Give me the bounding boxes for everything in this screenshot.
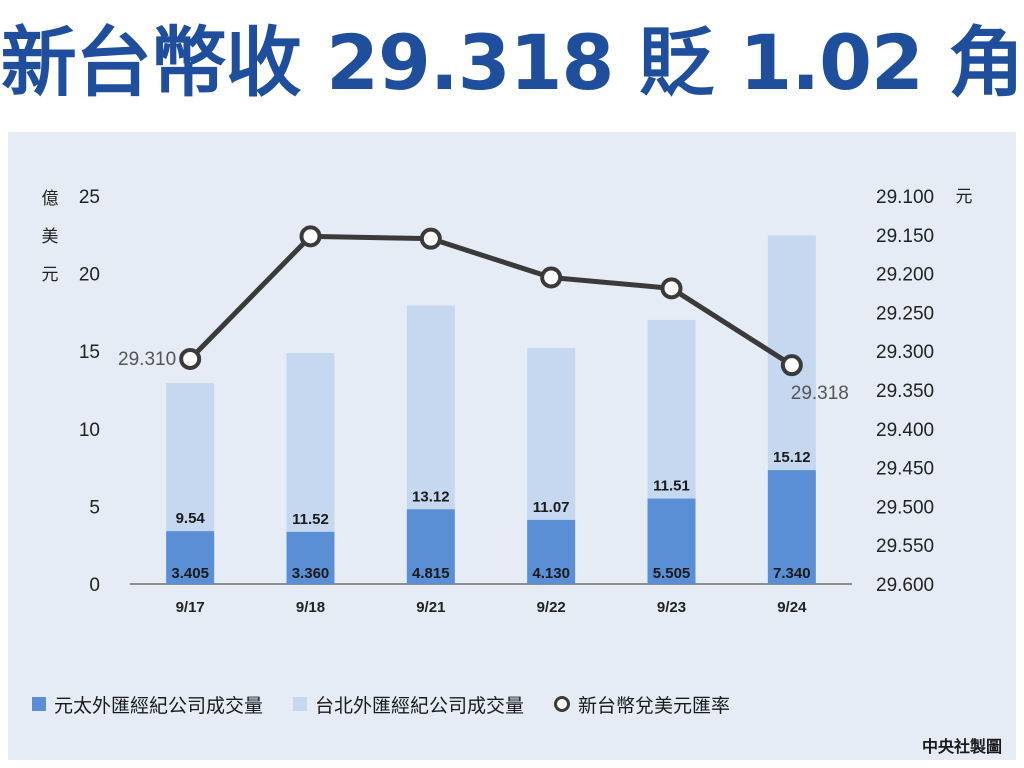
bar-yuanta [767,470,816,584]
bar-label-taipei: 15.12 [773,449,811,466]
bar-labels-group: 3.405 9.54 3.360 11.52 4.815 13.12 4.130 11.07 5… [171,449,810,582]
right-tick-label: 29.150 [876,226,934,247]
bar-yuanta [647,498,696,584]
bar-label-yuanta: 4.130 [532,565,570,582]
category-label: 9/24 [777,599,807,616]
chart-panel: 億美元 元 0 5 10 15 20 25 29.100 29.150 29.200 29.25… [8,132,1016,760]
right-tick-label: 29.300 [876,342,934,363]
right-tick-label: 29.550 [876,536,934,557]
legend-item-taipei: 台北外匯經紀公司成交量 [293,691,524,718]
bar-label-yuanta: 4.815 [412,565,450,582]
rate-point [179,347,202,370]
right-tick-label: 29.450 [876,459,934,480]
left-tick-label: 15 [79,342,100,363]
bar-yuanta [527,519,576,584]
left-tick-label: 25 [79,187,100,208]
legend-item-rate: 新台幣兌美元匯率 [554,691,730,718]
right-tick-label: 29.250 [876,303,934,324]
left-tick-label: 20 [79,265,100,286]
legend-label-taipei: 台北外匯經紀公司成交量 [315,694,525,717]
bar-taipei [166,383,215,532]
left-tick-label: 0 [89,575,100,596]
category-label: 9/18 [296,599,325,616]
left-tick-label: 5 [89,497,100,518]
category-label: 9/17 [176,599,205,616]
bar-label-taipei: 11.07 [533,499,570,516]
headline-title: 新台幣收 29.318 貶 1.02 角 [0,18,1024,107]
left-unit-char: 億 [42,189,59,209]
rate-point-label: 29.310 [118,349,176,370]
right-tick-label: 29.500 [876,497,934,518]
bar-yuanta [166,531,215,584]
rate-point [299,225,322,248]
legend: 元太外匯經紀公司成交量 台北外匯經紀公司成交量 新台幣兌美元匯率 [32,690,760,718]
left-unit-char: 美 [42,227,59,247]
left-unit-char: 元 [42,265,59,285]
legend-label-yuanta: 元太外匯經紀公司成交量 [54,694,264,717]
rate-point [780,354,803,377]
right-axis-unit: 元 [956,187,973,207]
bars-group [166,235,816,584]
bar-label-yuanta: 7.340 [773,565,811,582]
right-tick-label: 29.350 [876,381,934,402]
right-tick-label: 29.400 [876,420,934,441]
left-axis-ticks: 0 5 10 15 20 25 [79,187,100,596]
rate-line-group: 29.310 29.318 [118,225,849,404]
legend-label-rate: 新台幣兌美元匯率 [578,694,731,717]
bar-label-yuanta: 3.405 [171,565,209,582]
left-axis-unit: 億美元 [42,189,59,285]
rate-line [188,233,794,368]
bar-taipei [286,353,335,532]
bar-label-yuanta: 5.505 [653,565,691,582]
bar-label-taipei: 9.54 [176,510,206,527]
rate-point [419,227,442,250]
legend-item-yuanta: 元太外匯經紀公司成交量 [32,691,263,718]
bar-label-yuanta: 3.360 [292,565,330,582]
right-tick-label: 29.100 [876,187,934,208]
legend-swatch-yuanta [32,697,46,711]
bar-taipei [406,305,455,510]
right-tick-label: 29.200 [876,265,934,286]
category-labels: 9/17 9/18 9/21 9/22 9/23 9/24 [176,599,808,616]
rate-point [660,277,683,300]
category-label: 9/22 [537,599,566,616]
category-label: 9/21 [416,599,445,616]
bar-yuanta [286,531,335,584]
bar-label-taipei: 11.51 [653,478,690,495]
left-tick-label: 10 [79,420,100,441]
legend-marker-rate [554,696,571,712]
rate-point-label: 29.318 [791,383,849,404]
bar-label-taipei: 13.12 [412,488,450,505]
rate-point [540,266,563,289]
right-axis-ticks: 29.100 29.150 29.200 29.250 29.300 29.350 29.4… [876,187,934,596]
bar-yuanta [406,509,455,584]
right-tick-label: 29.600 [876,575,934,596]
credit-text: 中央社製圖 [921,737,1002,756]
bar-label-taipei: 11.52 [292,511,329,528]
legend-swatch-taipei [293,697,308,711]
bar-taipei [647,319,696,499]
category-label: 9/23 [657,599,686,616]
bar-taipei [527,348,576,520]
